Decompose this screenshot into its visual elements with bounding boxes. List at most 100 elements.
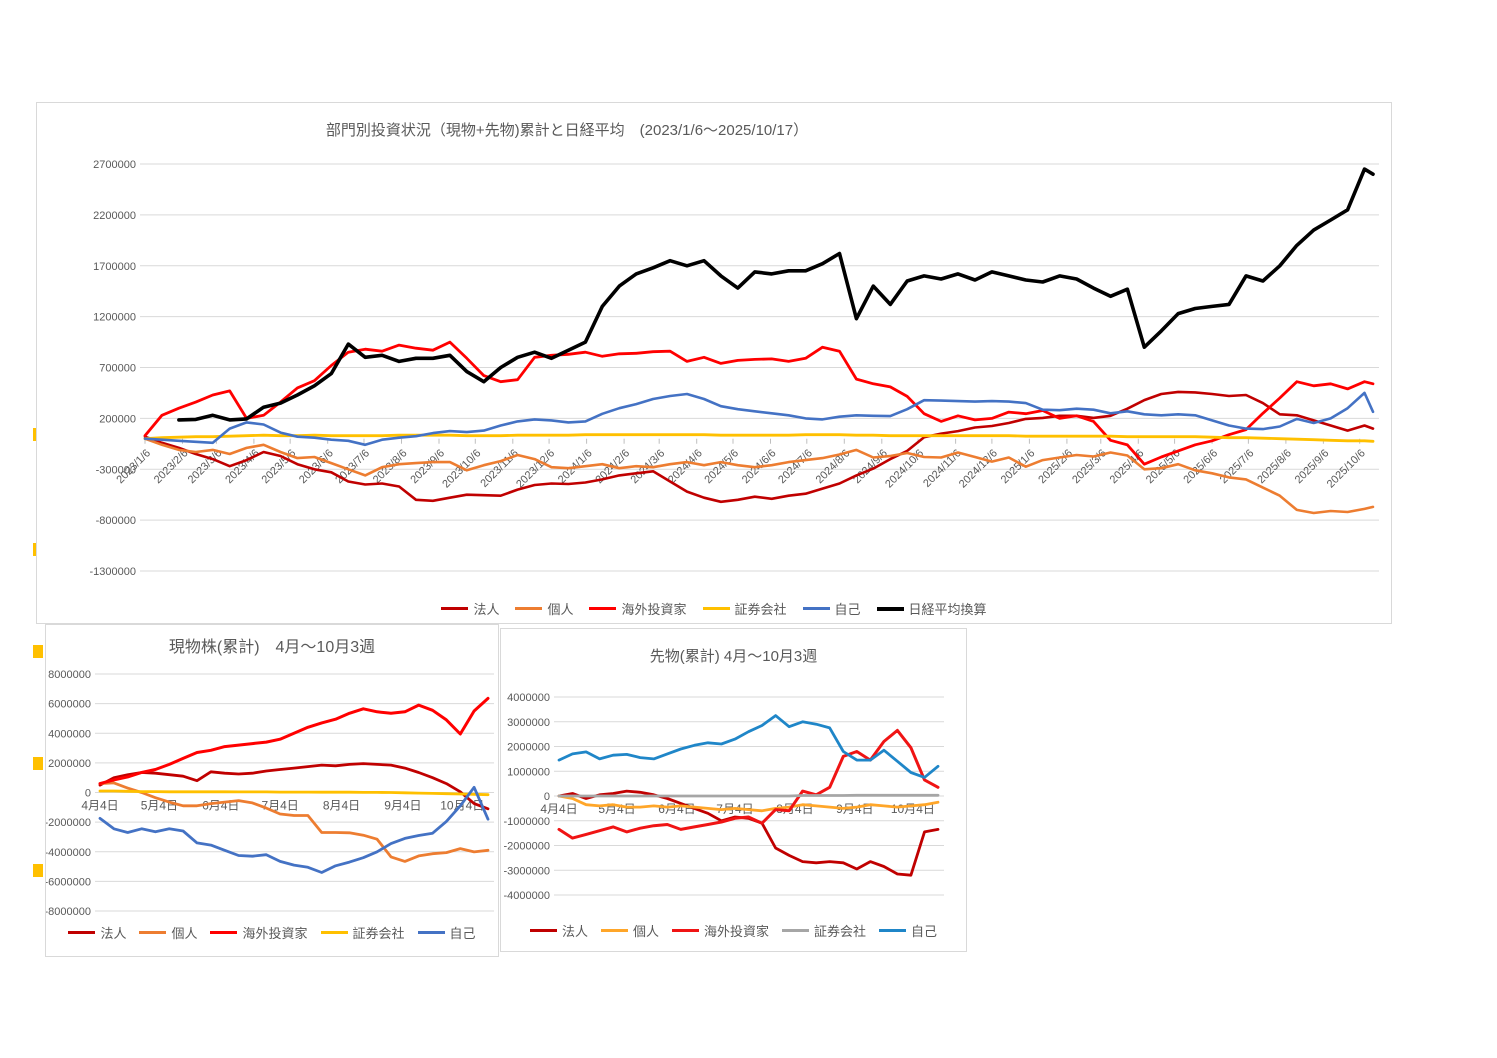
svg-text:-2000000: -2000000 bbox=[504, 841, 551, 853]
svg-text:-1000000: -1000000 bbox=[504, 816, 551, 828]
legend-label: 自己 bbox=[449, 926, 476, 941]
legend-line-swatch bbox=[782, 929, 809, 932]
legend-line-swatch bbox=[417, 931, 445, 934]
svg-text:4000000: 4000000 bbox=[507, 692, 550, 704]
legend-label: 証券会社 bbox=[734, 602, 787, 617]
spot-chart-title: 現物株(累計) 4月～10月3週 bbox=[168, 639, 376, 656]
svg-text:3000000: 3000000 bbox=[507, 717, 550, 729]
legend-label: 法人 bbox=[561, 924, 588, 939]
svg-text:-6000000: -6000000 bbox=[46, 876, 91, 888]
futures-chart: 先物(累計) 4月～10月3週 4000000 3000000 2000000 100… bbox=[500, 628, 967, 952]
svg-text:-2000000: -2000000 bbox=[46, 817, 91, 829]
legend-label: 海外投資家 bbox=[242, 926, 308, 941]
legend-item-個人: 個人 bbox=[139, 923, 197, 942]
sheet-highlight-marker bbox=[33, 757, 43, 770]
svg-text:1000000: 1000000 bbox=[507, 766, 550, 778]
legend-line-swatch bbox=[515, 607, 543, 610]
legend-label: 証券会社 bbox=[352, 926, 405, 941]
svg-text:5月4日: 5月4日 bbox=[141, 799, 178, 813]
main-chart-legend: 法人 個人 海外投資家 証券会社 自己 日経平均換算 bbox=[37, 599, 1391, 618]
svg-text:-300000: -300000 bbox=[96, 464, 136, 476]
svg-text:0: 0 bbox=[544, 791, 550, 803]
svg-text:-8000000: -8000000 bbox=[46, 906, 91, 918]
legend-label: 自己 bbox=[911, 924, 938, 939]
svg-text:-4000000: -4000000 bbox=[46, 847, 91, 859]
legend-item-証券会社: 証券会社 bbox=[702, 599, 787, 618]
svg-text:-1300000: -1300000 bbox=[90, 566, 137, 578]
legend-label: 海外投資家 bbox=[621, 602, 687, 617]
futures-chart-legend: 法人 個人 海外投資家 証券会社 自己 bbox=[501, 921, 966, 940]
legend-line-swatch bbox=[671, 929, 699, 932]
svg-text:0: 0 bbox=[85, 788, 91, 800]
legend-label: 海外投資家 bbox=[703, 924, 769, 939]
legend-line-swatch bbox=[441, 607, 469, 610]
svg-text:2000000: 2000000 bbox=[507, 742, 550, 754]
sheet-highlight-marker bbox=[33, 645, 43, 658]
svg-text:-3000000: -3000000 bbox=[504, 865, 551, 877]
svg-text:-800000: -800000 bbox=[96, 515, 136, 527]
svg-text:2200000: 2200000 bbox=[93, 210, 136, 222]
sheet-highlight-marker bbox=[33, 864, 43, 877]
legend-line-swatch bbox=[139, 931, 167, 934]
legend-line-swatch bbox=[529, 929, 557, 932]
legend-item-自己: 自己 bbox=[879, 921, 937, 940]
legend-line-swatch bbox=[702, 607, 730, 610]
svg-text:2024/5/6: 2024/5/6 bbox=[702, 447, 741, 486]
svg-text:700000: 700000 bbox=[99, 363, 136, 375]
legend-item-個人: 個人 bbox=[600, 921, 659, 940]
main-chart-title: 部門別投資状況（現物+先物)累計と日経平均 (2023/1/6～2025/10/… bbox=[325, 122, 809, 139]
legend-item-証券会社: 証券会社 bbox=[320, 923, 405, 942]
legend-line-swatch bbox=[589, 607, 617, 610]
legend-label: 個人 bbox=[632, 924, 659, 939]
svg-text:7月4日: 7月4日 bbox=[261, 799, 298, 813]
legend-label: 自己 bbox=[834, 602, 861, 617]
svg-text:2700000: 2700000 bbox=[93, 159, 136, 171]
legend-label: 個人 bbox=[547, 602, 574, 617]
svg-text:1200000: 1200000 bbox=[93, 312, 136, 324]
svg-text:2025/1/6: 2025/1/6 bbox=[999, 447, 1038, 486]
legend-item-証券会社: 証券会社 bbox=[782, 921, 866, 940]
svg-text:200000: 200000 bbox=[99, 413, 136, 425]
futures-chart-plot: 4000000 3000000 2000000 1000000 0 -1000000 -20… bbox=[504, 692, 944, 902]
legend-label: 法人 bbox=[473, 602, 500, 617]
main-chart: 部門別投資状況（現物+先物)累計と日経平均 (2023/1/6～2025/10/… bbox=[36, 102, 1392, 624]
svg-text:-4000000: -4000000 bbox=[504, 890, 551, 902]
main-chart-plot: 2700000 2200000 1700000 1200000 700000 200000… bbox=[90, 159, 1379, 578]
legend-item-法人: 法人 bbox=[68, 923, 126, 942]
svg-text:4000000: 4000000 bbox=[48, 728, 91, 740]
legend-label: 日経平均換算 bbox=[908, 602, 987, 617]
svg-text:2024/7/6: 2024/7/6 bbox=[776, 447, 815, 486]
spot-chart-legend: 法人 個人 海外投資家 証券会社 自己 bbox=[46, 923, 498, 942]
legend-label: 個人 bbox=[171, 926, 198, 941]
legend-line-swatch bbox=[68, 931, 96, 934]
svg-text:6月4日: 6月4日 bbox=[658, 802, 695, 816]
svg-text:1700000: 1700000 bbox=[93, 261, 136, 273]
legend-line-swatch bbox=[320, 931, 348, 934]
legend-line-swatch bbox=[210, 931, 238, 934]
spot-chart: 現物株(累計) 4月～10月3週 8000000 6000000 4000000 20… bbox=[45, 624, 499, 957]
legend-label: 法人 bbox=[100, 926, 127, 941]
svg-text:6000000: 6000000 bbox=[48, 699, 91, 711]
legend-item-法人: 法人 bbox=[441, 599, 499, 618]
legend-line-swatch bbox=[802, 607, 830, 610]
legend-item-自己: 自己 bbox=[417, 923, 476, 942]
legend-item-個人: 個人 bbox=[515, 599, 573, 618]
svg-text:4月4日: 4月4日 bbox=[81, 799, 118, 813]
svg-text:8000000: 8000000 bbox=[48, 669, 91, 681]
legend-item-自己: 自己 bbox=[802, 599, 861, 618]
legend-line-swatch bbox=[600, 929, 628, 932]
legend-item-法人: 法人 bbox=[529, 921, 588, 940]
svg-text:4月4日: 4月4日 bbox=[540, 802, 577, 816]
svg-text:2025/2/6: 2025/2/6 bbox=[1036, 447, 1075, 486]
svg-text:2023/2/6: 2023/2/6 bbox=[152, 447, 191, 486]
futures-chart-title: 先物(累計) 4月～10月3週 bbox=[649, 648, 818, 665]
legend-item-海外投資家: 海外投資家 bbox=[589, 599, 687, 618]
svg-text:2025/8/6: 2025/8/6 bbox=[1255, 447, 1294, 486]
svg-text:8月4日: 8月4日 bbox=[323, 799, 360, 813]
svg-text:2000000: 2000000 bbox=[48, 758, 91, 770]
spot-chart-plot: 8000000 6000000 4000000 2000000 0 -2000000 -40… bbox=[46, 669, 494, 918]
legend-item-海外投資家: 海外投資家 bbox=[671, 921, 769, 940]
legend-line-swatch bbox=[876, 606, 904, 611]
legend-label: 証券会社 bbox=[814, 924, 867, 939]
